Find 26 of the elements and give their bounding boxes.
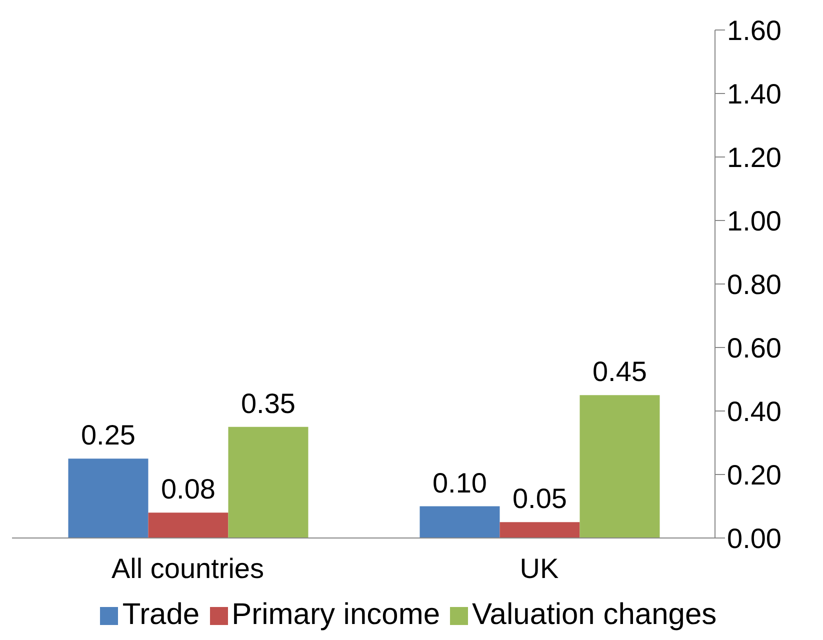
bar bbox=[68, 458, 148, 538]
data-label: 0.10 bbox=[432, 467, 487, 498]
y-tick-label: 1.40 bbox=[727, 78, 782, 110]
data-label: 0.45 bbox=[592, 356, 647, 388]
y-tick-label: 0.60 bbox=[727, 332, 782, 364]
data-label: 0.05 bbox=[512, 483, 567, 514]
legend-label: Primary income bbox=[232, 598, 440, 631]
legend-label: Valuation changes bbox=[472, 598, 717, 631]
bar bbox=[580, 395, 660, 538]
x-tick-label: All countries bbox=[111, 552, 264, 584]
data-label: 0.08 bbox=[160, 474, 216, 505]
bar bbox=[500, 522, 580, 538]
legend-label: Trade bbox=[122, 598, 200, 631]
bar bbox=[420, 506, 500, 538]
y-tick-label: 0.00 bbox=[727, 522, 782, 554]
bar bbox=[228, 426, 308, 538]
x-tick-label: UK bbox=[520, 552, 560, 584]
y-tick-label: 0.80 bbox=[727, 268, 782, 300]
data-label: 0.35 bbox=[240, 388, 296, 419]
y-tick-label: 1.60 bbox=[727, 14, 782, 46]
bar bbox=[148, 512, 228, 538]
y-tick-label: 0.20 bbox=[727, 459, 782, 490]
y-tick-label: 1.00 bbox=[727, 205, 782, 236]
y-tick-label: 1.20 bbox=[727, 142, 782, 173]
y-tick-label: 0.40 bbox=[727, 396, 782, 427]
data-label: 0.25 bbox=[80, 420, 136, 451]
